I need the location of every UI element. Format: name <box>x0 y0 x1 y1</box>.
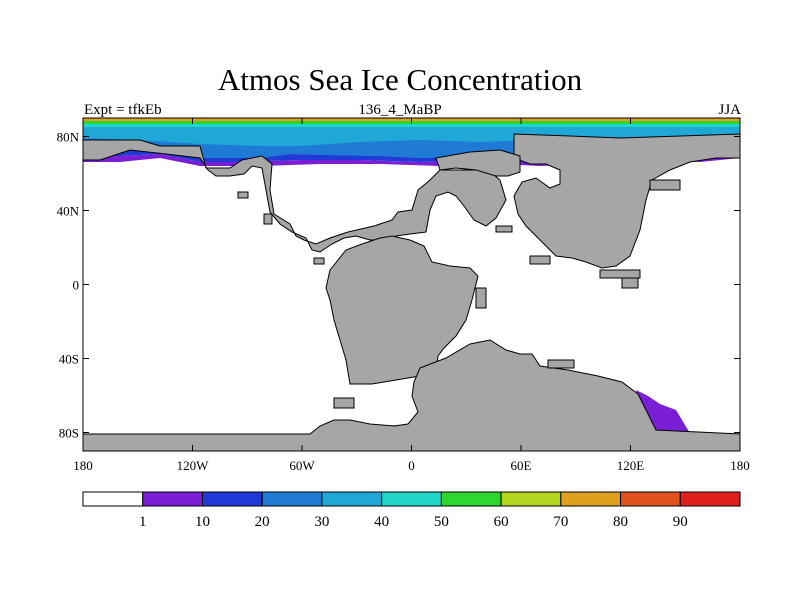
season-label: JJA <box>718 102 741 118</box>
colorbar-swatch <box>381 491 442 507</box>
colorbar-label: 90 <box>673 514 688 530</box>
island-4 <box>495 225 513 233</box>
colorbar: 1 10 20 30 40 50 60 70 80 90 <box>82 491 741 530</box>
lat-ticks: 80N 40N 0 40S 80S <box>57 130 740 441</box>
lon-ticks: 180 120W 60W 0 60E 120E 180 <box>73 118 750 473</box>
run-label: 136_4_MaBP <box>358 102 442 118</box>
island-9 <box>547 359 575 369</box>
lat-tick-label: 80S <box>59 426 79 441</box>
island-7 <box>621 277 639 289</box>
lat-tick-label: 80N <box>57 130 80 145</box>
island-8 <box>649 179 681 191</box>
colorbar-label: 80 <box>613 514 628 530</box>
landmass-south-central <box>325 235 479 385</box>
colorbar-label: 20 <box>255 514 270 530</box>
island-2 <box>263 213 273 225</box>
colorbar-swatch <box>679 491 741 507</box>
colorbar-swatch <box>620 491 681 507</box>
lat-tick-label: 40N <box>57 204 80 219</box>
colorbar-label: 10 <box>195 514 210 530</box>
landmass-north-west <box>82 139 507 253</box>
colorbar-label: 60 <box>494 514 509 530</box>
colorbar-label: 1 <box>139 514 147 530</box>
colorbar-swatch <box>560 491 622 507</box>
lat-tick-label: 0 <box>73 278 80 293</box>
ice-band-50 <box>83 124 740 127</box>
lon-tick-label: 0 <box>408 458 415 473</box>
colorbar-label: 40 <box>374 514 389 530</box>
colorbar-swatch <box>261 491 323 507</box>
lon-tick-label: 120E <box>617 458 645 473</box>
colorbar-swatch <box>201 491 263 507</box>
colorbar-swatch <box>500 491 562 507</box>
lon-tick-label: 120W <box>177 458 210 473</box>
colorbar-swatch <box>142 491 203 507</box>
colorbar-label: 70 <box>553 514 568 530</box>
landmass-south <box>82 339 741 452</box>
island-3 <box>313 257 325 265</box>
lon-tick-label: 180 <box>730 458 750 473</box>
landmass-north-central <box>435 149 521 177</box>
colorbar-swatch <box>321 491 383 507</box>
landmass-eurasia <box>513 133 741 269</box>
lon-tick-label: 180 <box>73 458 93 473</box>
chart-title: Atmos Sea Ice Concentration <box>217 62 583 97</box>
lon-tick-label: 60E <box>511 458 532 473</box>
colorbar-label: 30 <box>314 514 329 530</box>
map-area <box>82 117 741 452</box>
lat-tick-label: 40S <box>59 352 79 367</box>
land <box>82 133 741 452</box>
island-11 <box>475 287 487 309</box>
island-5 <box>529 255 551 265</box>
lon-tick-label: 60W <box>289 458 315 473</box>
island-6 <box>599 269 641 279</box>
island-10 <box>333 397 355 409</box>
colorbar-swatch <box>82 491 144 507</box>
experiment-label: Expt = tfkEb <box>84 102 162 118</box>
colorbar-label: 50 <box>434 514 449 530</box>
island-1 <box>237 191 249 199</box>
colorbar-swatch <box>440 491 502 507</box>
